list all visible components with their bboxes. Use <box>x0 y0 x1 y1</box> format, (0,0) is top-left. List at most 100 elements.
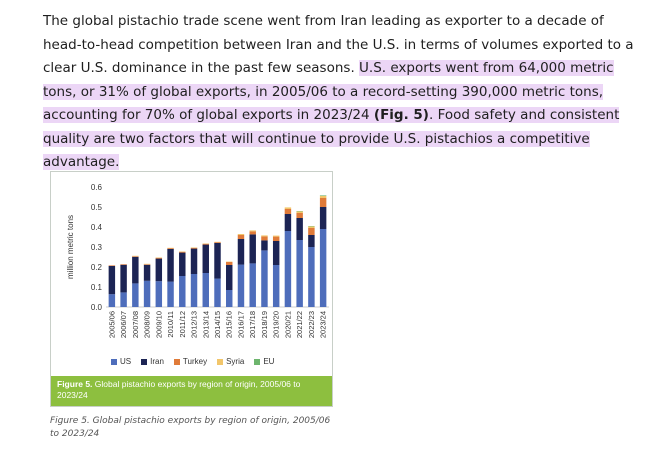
highlighted-sentence: U.S. exports went from 64,000 metric ton… <box>43 60 614 123</box>
legend-swatch <box>217 358 224 365</box>
y-tick-label: 0.5 <box>91 203 103 212</box>
bar-turkey <box>120 264 127 265</box>
bar-iran <box>179 252 186 276</box>
bar-syria <box>249 230 256 232</box>
bar-syria <box>272 235 280 237</box>
bar-us <box>296 240 303 307</box>
bar-us <box>319 229 327 307</box>
bar-turkey <box>143 264 151 265</box>
bar-iran <box>296 218 303 240</box>
legend-swatch <box>111 358 117 365</box>
x-tick-label: 2019/20 <box>272 311 281 338</box>
bar-us <box>190 274 198 307</box>
bar-syria <box>296 211 303 213</box>
bar-us <box>237 264 245 307</box>
chart-legend: US Iran Turkey Syria EU <box>111 357 274 366</box>
legend-item: EU <box>254 357 274 366</box>
bar-iran <box>108 266 116 295</box>
legend-swatch <box>254 358 261 365</box>
figure-reference[interactable]: (Fig. 5) <box>373 107 429 123</box>
x-tick-label: 2016/17 <box>236 311 245 338</box>
stacked-bar-chart: 0.0 0.1 0.2 0.3 0.4 0.5 0.6 million metric tons… <box>66 183 329 338</box>
bar-iran <box>132 256 139 284</box>
legend-item: US <box>111 357 131 366</box>
bar-us <box>272 265 280 307</box>
legend-item: Turkey <box>173 357 208 366</box>
bar-turkey <box>190 247 198 249</box>
bar-turkey <box>296 213 303 218</box>
bar-turkey <box>202 243 209 245</box>
bar-iran <box>319 207 327 229</box>
bar-iran <box>202 244 209 273</box>
figure-banner-label: Figure 5. <box>57 379 93 389</box>
x-tick-label: 2018/19 <box>260 311 269 338</box>
bar-us <box>143 280 151 307</box>
figure-banner: Figure 5. Global pistachio exports by re… <box>51 376 332 406</box>
bar-turkey <box>261 236 268 241</box>
legend-swatch <box>141 358 148 365</box>
x-tick-label: 2012/13 <box>190 311 199 338</box>
x-tick-label: 2005/06 <box>107 311 116 338</box>
x-tick-label: 2008/09 <box>143 311 152 338</box>
bar-syria <box>319 196 327 198</box>
bar-iran <box>226 265 233 290</box>
bar-us <box>108 294 116 307</box>
legend-item: Iran <box>141 357 164 366</box>
x-tick-label: 2015/16 <box>225 311 234 338</box>
figure-caption: Figure 5. Global pistachio exports by re… <box>50 416 331 439</box>
bar-turkey <box>132 256 139 257</box>
x-tick-label: 2010/11 <box>166 311 175 338</box>
figure-banner-text: Global pistachio exports by region of or… <box>57 379 301 400</box>
x-tick-label: 2023/24 <box>319 311 328 338</box>
y-axis-label: million metric tons <box>66 215 75 279</box>
bar-iran <box>120 264 127 293</box>
bar-turkey <box>179 251 186 253</box>
bar-us <box>308 247 315 307</box>
legend-swatch <box>173 358 180 365</box>
bar-syria <box>261 235 268 237</box>
bar-iran <box>237 239 245 265</box>
legend-label: Turkey <box>182 357 208 366</box>
bar-us <box>214 278 221 307</box>
x-tick-label: 2020/21 <box>283 311 292 338</box>
legend-label: US <box>120 357 132 366</box>
bar-syria <box>308 226 315 228</box>
x-tick-label: 2022/23 <box>307 311 316 338</box>
bar-turkey <box>319 198 327 207</box>
bar-us <box>167 281 174 307</box>
x-tick-label: 2011/12 <box>178 311 187 338</box>
bar-turkey <box>272 236 280 241</box>
bar-us <box>132 283 139 307</box>
bar-us <box>179 276 186 307</box>
bar-us <box>284 231 292 307</box>
y-tick-label: 0.4 <box>91 223 103 232</box>
bar-iran <box>261 240 268 251</box>
bar-iran <box>190 248 198 274</box>
y-tick-label: 0.6 <box>91 183 103 192</box>
bar-turkey <box>214 242 221 243</box>
bar-turkey <box>167 248 174 249</box>
article-paragraph: The global pistachio trade scene went fr… <box>43 10 643 175</box>
bar-iran <box>214 243 221 279</box>
x-tick-label: 2009/10 <box>154 311 163 338</box>
bar-turkey <box>108 265 116 266</box>
bar-eu <box>319 195 327 196</box>
y-tick-label: 0.0 <box>91 303 103 312</box>
x-tick-label: 2013/14 <box>201 311 210 338</box>
y-tick-label: 0.1 <box>91 283 103 292</box>
bar-iran <box>308 235 315 247</box>
x-tick-label: 2014/15 <box>213 311 222 338</box>
bar-us <box>249 263 256 307</box>
figure-panel: 0.0 0.1 0.2 0.3 0.4 0.5 0.6 million metric tons… <box>50 171 333 407</box>
bar-us <box>120 292 127 307</box>
bar-turkey <box>155 257 163 259</box>
y-tick-label: 0.3 <box>91 243 103 252</box>
bar-turkey <box>308 228 315 235</box>
y-tick-label: 0.2 <box>91 263 103 272</box>
bar-iran <box>272 241 280 265</box>
bar-turkey <box>249 231 256 235</box>
x-tick-label: 2006/07 <box>119 311 128 338</box>
bar-turkey <box>237 235 245 239</box>
bar-us <box>226 290 233 307</box>
legend-item: Syria <box>217 357 244 366</box>
